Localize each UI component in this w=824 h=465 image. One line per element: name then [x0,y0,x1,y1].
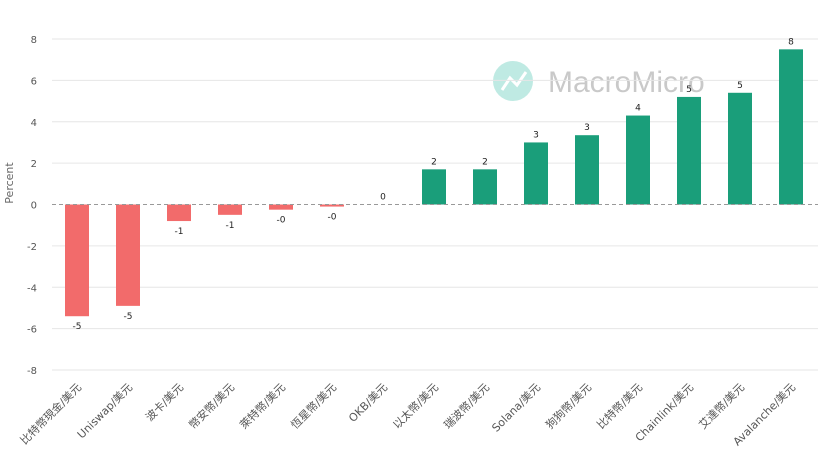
x-tick-label: 萊特幣/美元 [237,380,288,431]
bar[interactable] [626,115,650,205]
x-tick-label: 幣安幣/美元 [186,380,237,431]
x-tick-label: 恆星幣/美元 [288,380,339,431]
x-tick-label: 艾達幣/美元 [696,381,747,432]
bar[interactable] [473,169,497,205]
y-tick-label: 4 [31,118,37,129]
bar[interactable] [575,135,599,205]
data-label: -1 [175,227,184,237]
bar[interactable] [269,204,293,210]
bar[interactable] [677,96,701,205]
watermark: MacroMicro [493,61,705,101]
bar[interactable] [320,204,344,207]
bar[interactable] [728,92,752,205]
bar[interactable] [65,204,89,317]
y-axis-label: Percent [3,162,16,204]
x-tick-label: 狗狗幣/美元 [543,381,594,432]
y-tick-label: -8 [27,366,37,377]
bars [52,49,818,317]
x-tick-label: 瑞波幣/美元 [441,380,492,431]
y-tick-label: 6 [31,76,37,87]
y-axis: Percent 8 6 4 2 0 -2 -4 -6 -8 [3,35,37,377]
y-tick-label: 2 [31,159,37,170]
data-label: 5 [686,85,692,95]
data-label: -1 [226,221,235,231]
x-tick-label: 比特幣/美元 [594,380,645,431]
macromicro-logo-icon [493,61,533,101]
x-tick-label: 以太幣/美元 [390,381,441,432]
data-label: 5 [737,81,743,91]
bar[interactable] [167,204,191,222]
x-tick-label: 波卡/美元 [143,381,186,424]
x-tick-label: 比特幣現金/美元 [17,380,84,447]
data-labels: -5 -5 -1 -1 -0 -0 0 2 2 3 3 4 5 5 8 [73,37,795,332]
y-tick-label: -6 [27,325,37,336]
data-label: 4 [635,104,641,114]
data-label: -5 [124,312,133,322]
data-label: 2 [482,157,488,167]
y-tick-label: 8 [31,35,37,46]
data-label: 8 [788,37,794,47]
data-label: -0 [277,216,286,226]
data-label: -0 [328,213,337,223]
bar[interactable] [524,142,548,205]
y-tick-label: -2 [27,242,37,253]
bar[interactable] [218,204,242,215]
x-tick-label: OKB/美元 [346,381,390,425]
data-label: 3 [533,130,539,140]
data-label: 3 [584,123,590,133]
data-label: 0 [380,193,386,203]
data-label: -5 [73,322,82,332]
data-label: 2 [431,157,437,167]
x-tick-label: Solana/美元 [489,381,543,435]
bar[interactable] [779,49,803,205]
y-tick-label: -4 [27,283,37,294]
y-tick-label: 0 [31,201,37,212]
bar[interactable] [116,204,140,306]
watermark-text: MacroMicro [548,66,705,99]
bar[interactable] [422,169,446,205]
